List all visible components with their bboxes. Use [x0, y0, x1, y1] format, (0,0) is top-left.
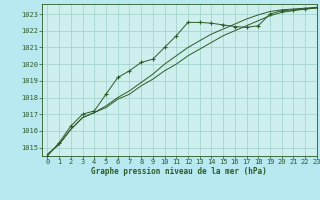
X-axis label: Graphe pression niveau de la mer (hPa): Graphe pression niveau de la mer (hPa) [91, 167, 267, 176]
